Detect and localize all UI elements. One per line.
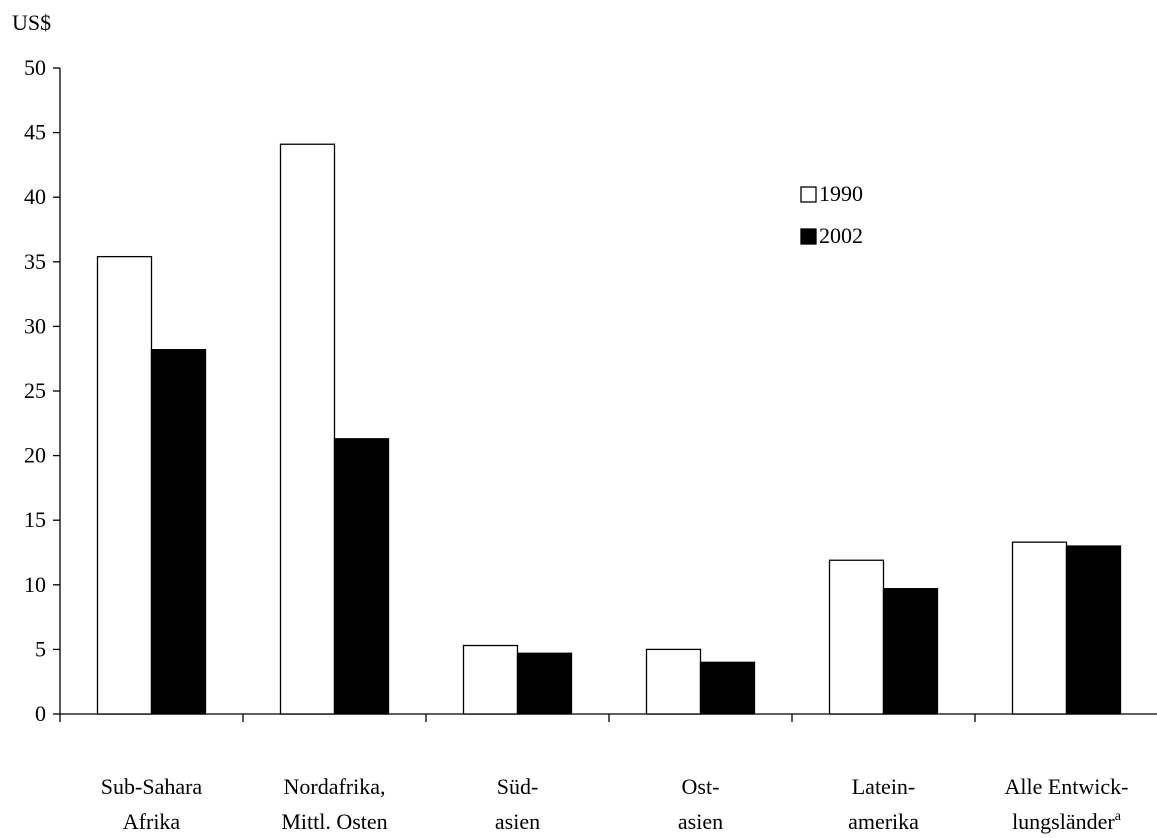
category-footnote-marker: a [1115, 809, 1122, 824]
bar-2002-0 [150, 349, 207, 715]
category-label: asien [495, 809, 540, 834]
y-axis-label: US$ [12, 10, 51, 35]
bar-2002-3 [699, 661, 756, 715]
bars [96, 143, 1122, 715]
y-tick-label: 0 [35, 701, 46, 726]
y-tick-label: 45 [24, 120, 46, 145]
y-tick-label: 35 [24, 249, 46, 274]
legend-label: 1990 [819, 181, 863, 206]
y-tick-label: 25 [24, 378, 46, 403]
y-tick-label: 30 [24, 313, 46, 338]
bar-2002-2 [516, 652, 573, 715]
legend: 1990 2002 [800, 181, 863, 248]
category-label: lungsländera [1012, 809, 1122, 834]
bar-2002-5 [1065, 545, 1122, 715]
bar-1990-1 [279, 143, 336, 715]
category-label: Mittl. Osten [281, 809, 387, 834]
legend-swatch-1990 [800, 186, 817, 203]
bar-1990-0 [96, 255, 153, 715]
y-axis: 0 5 10 15 20 25 30 35 40 45 50 [24, 55, 61, 726]
y-tick-label: 40 [24, 184, 46, 209]
x-axis [59, 713, 1157, 722]
y-tick-label: 50 [24, 55, 46, 80]
bar-1990-2 [462, 644, 519, 715]
bar-2002-1 [333, 438, 390, 715]
y-tick-label: 5 [35, 636, 46, 661]
bar-2002-4 [882, 588, 939, 715]
legend-swatch-2002 [800, 228, 817, 245]
category-label: Afrika [123, 809, 181, 834]
legend-label: 2002 [819, 223, 863, 248]
category-label: Alle Entwick- [1004, 774, 1128, 799]
category-label: Ost- [682, 774, 720, 799]
category-labels: Sub-Sahara Afrika Nordafrika, Mittl. Osten S… [101, 774, 1129, 834]
y-tick-label: 20 [24, 443, 46, 468]
category-label: Latein- [852, 774, 916, 799]
category-label: Sub-Sahara [101, 774, 203, 799]
category-label: asien [678, 809, 723, 834]
y-tick-label: 15 [24, 507, 46, 532]
y-tick-label: 10 [24, 572, 46, 597]
category-label: Nordafrika, [283, 774, 385, 799]
category-label: Süd- [497, 774, 539, 799]
bar-1990-3 [645, 648, 702, 715]
category-label: amerika [848, 809, 919, 834]
bar-1990-5 [1011, 541, 1068, 715]
bar-1990-4 [828, 559, 885, 715]
